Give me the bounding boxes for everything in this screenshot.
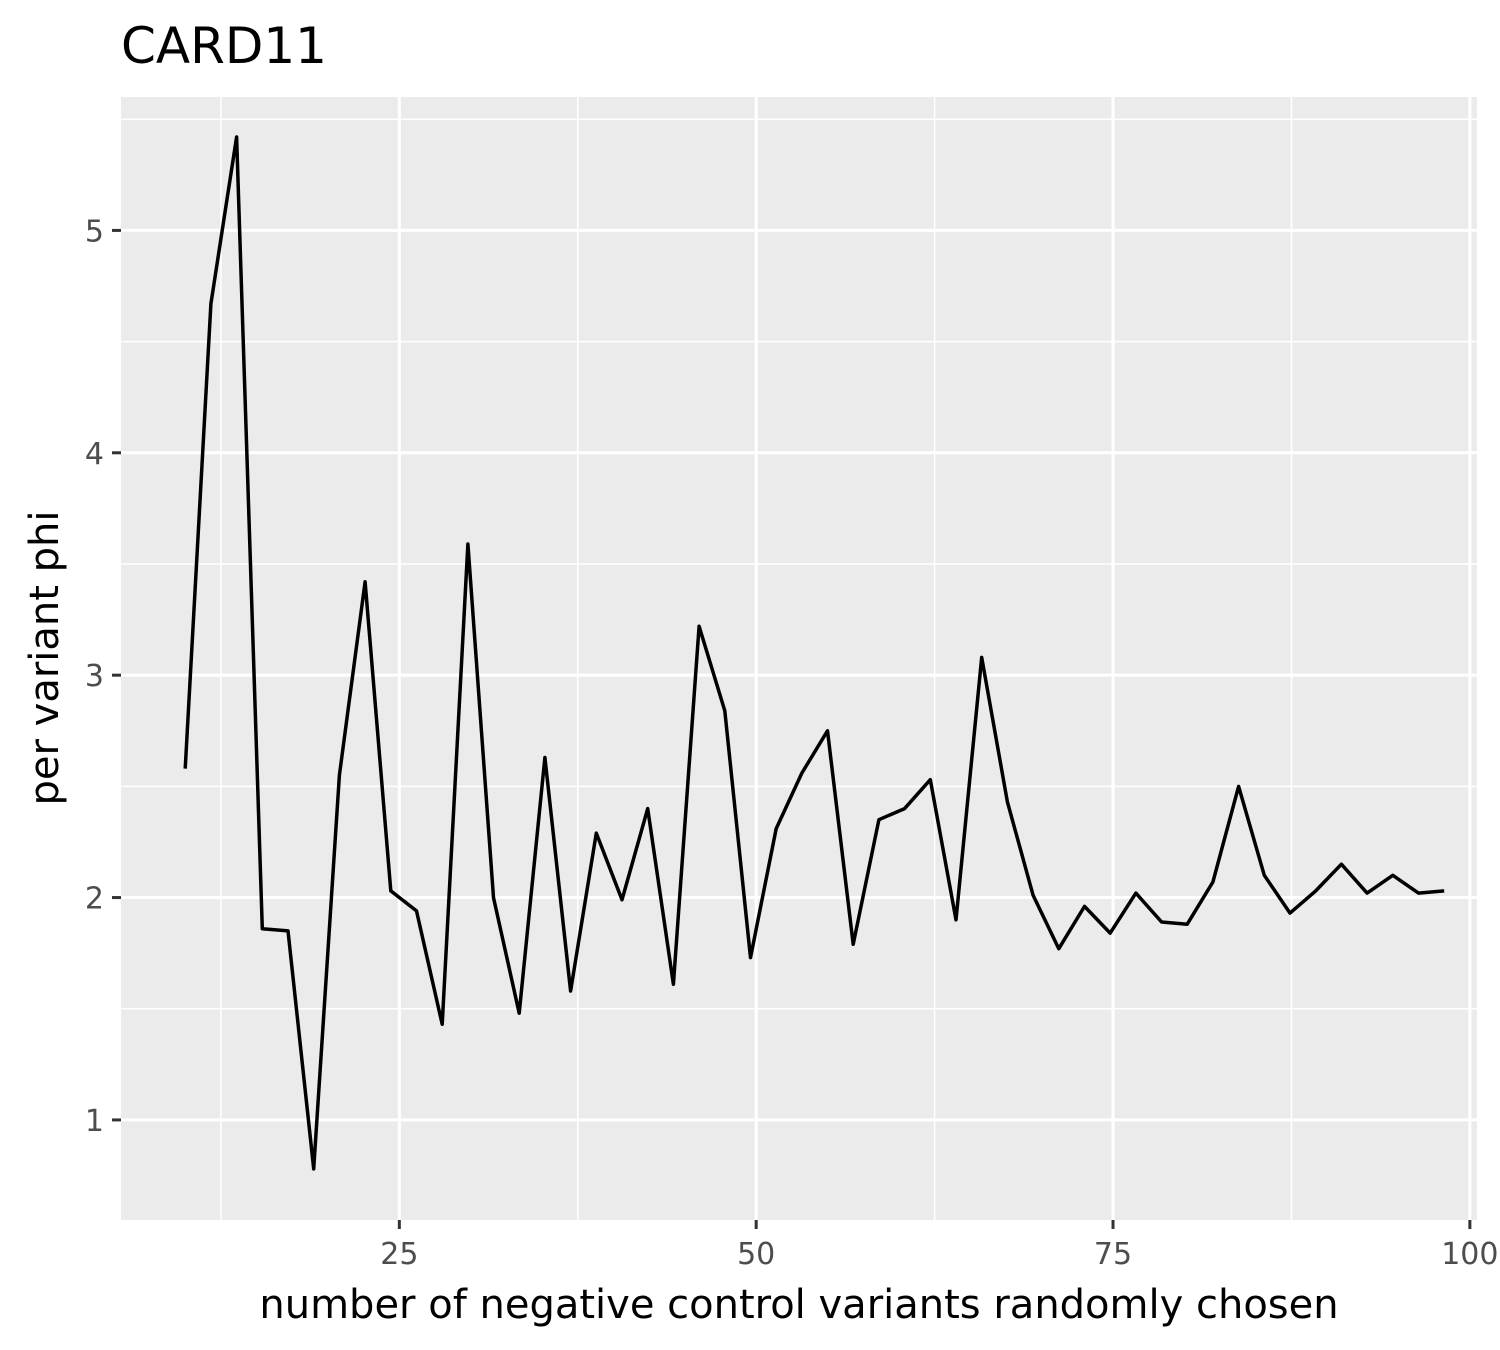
x-tick-label: 50 bbox=[737, 1237, 775, 1272]
x-tick-label: 75 bbox=[1094, 1237, 1132, 1272]
y-axis-label: per variant phi bbox=[22, 510, 68, 805]
series-line bbox=[183, 135, 1445, 1171]
y-axis: 1 2 3 4 5 bbox=[85, 214, 121, 1139]
x-axis-label: number of negative control variants rand… bbox=[259, 1282, 1338, 1328]
x-tick-label: 25 bbox=[380, 1237, 418, 1272]
y-tick-label: 3 bbox=[85, 659, 104, 694]
y-tick-label: 1 bbox=[85, 1104, 104, 1139]
x-axis: 25 50 75 100 bbox=[380, 1220, 1498, 1272]
y-tick-label: 4 bbox=[85, 437, 104, 472]
plot-panel bbox=[121, 97, 1477, 1220]
chart-title: CARD11 bbox=[121, 17, 327, 75]
grid-major bbox=[121, 97, 1477, 1220]
y-tick-label: 2 bbox=[85, 882, 104, 917]
y-tick-label: 5 bbox=[85, 214, 104, 249]
grid-minor bbox=[121, 97, 1477, 1220]
x-tick-label: 100 bbox=[1441, 1237, 1498, 1272]
